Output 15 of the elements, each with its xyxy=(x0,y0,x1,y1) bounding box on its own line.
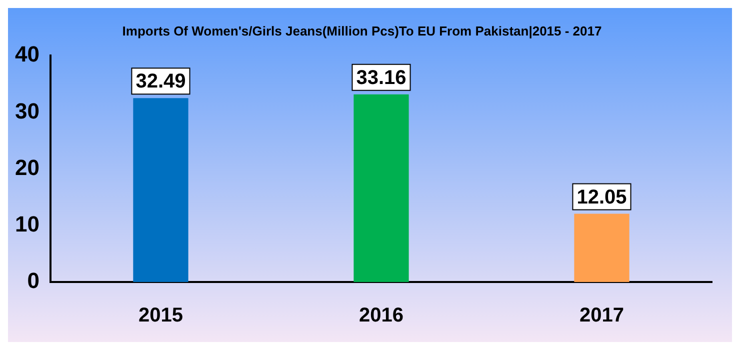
bar xyxy=(574,214,630,282)
data-label: 33.16 xyxy=(356,66,406,89)
y-tick-label: 10 xyxy=(14,211,40,236)
x-tick-label: 2015 xyxy=(138,304,183,327)
bar xyxy=(133,98,188,282)
x-tick-label: 2016 xyxy=(358,304,404,327)
data-label: 32.49 xyxy=(136,70,186,93)
bar xyxy=(354,94,409,282)
x-tick-label: 2017 xyxy=(579,304,624,327)
y-tick-label: 20 xyxy=(14,154,40,180)
y-tick-label: 0 xyxy=(27,268,40,294)
chart-title: Imports Of Women's/Girls Jeans(Million Pcs)To EU From Pakistan|2015 - 2017 xyxy=(122,23,602,38)
y-tick-label: 40 xyxy=(14,42,40,67)
y-tick-label: 30 xyxy=(14,98,40,124)
data-label: 12.05 xyxy=(576,186,627,208)
